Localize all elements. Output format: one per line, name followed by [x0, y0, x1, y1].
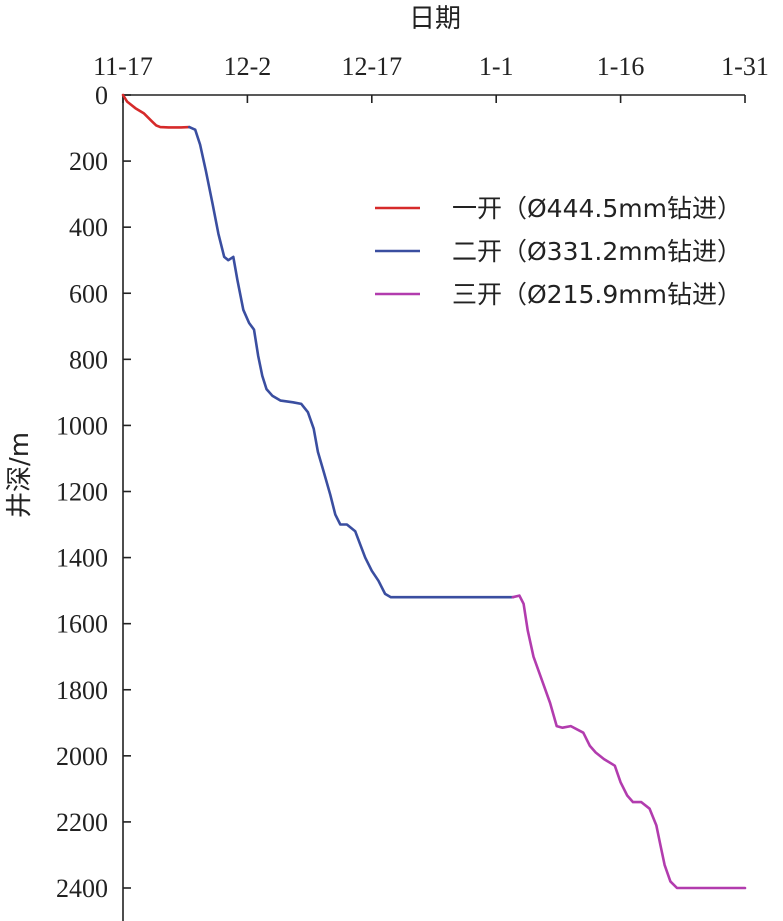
x-tick-label: 1-31 [721, 52, 769, 81]
legend-label: 三开（Ø215.9mm钻进） [452, 280, 742, 309]
x-axis-ticks: 11-17 12-2 12-17 1-1 1-16 1-31 [93, 52, 769, 103]
y-tick-label: 800 [69, 345, 108, 374]
y-tick-label: 2200 [56, 808, 108, 837]
y-tick-label: 600 [69, 279, 108, 308]
legend-label: 一开（Ø444.5mm钻进） [452, 194, 742, 223]
y-axis-title: 井深/m [5, 432, 35, 518]
y-tick-label: 1800 [56, 676, 108, 705]
y-tick-label: 200 [69, 147, 108, 176]
legend-label: 二开（Ø331.2mm钻进） [452, 237, 742, 266]
legend: 一开（Ø444.5mm钻进） 二开（Ø331.2mm钻进） 三开（Ø215.9mm钻… [375, 194, 742, 309]
y-tick-label: 2000 [56, 742, 108, 771]
x-axis-title: 日期 [409, 4, 461, 34]
y-tick-label: 1600 [56, 610, 108, 639]
series-line-3 [511, 594, 747, 890]
y-tick-label: 1000 [56, 411, 108, 440]
y-tick-label: 1200 [56, 478, 108, 507]
y-tick-label: 400 [69, 213, 108, 242]
x-tick-label: 12-17 [341, 52, 402, 81]
x-tick-label: 1-16 [597, 52, 645, 81]
y-tick-label: 1400 [56, 544, 108, 573]
x-tick-label: 11-17 [93, 52, 153, 81]
series-line-1 [121, 93, 191, 129]
y-tick-label: 2400 [56, 874, 108, 903]
x-tick-label: 12-2 [224, 52, 272, 81]
y-axis-ticks: 0 200 400 600 800 1000 1200 1400 1600 1800 2000 220… [56, 81, 131, 903]
x-tick-label: 1-1 [479, 52, 514, 81]
series-lines [121, 93, 747, 890]
series-line-2 [188, 125, 515, 599]
y-tick-label: 0 [95, 81, 108, 110]
